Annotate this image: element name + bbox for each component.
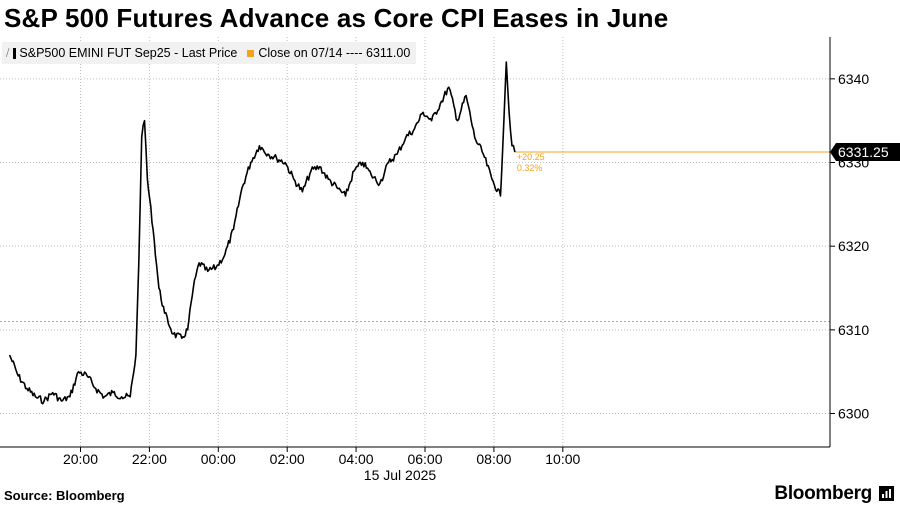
- source-note: Source: Bloomberg: [4, 488, 125, 503]
- x-tick-label: 20:00: [63, 451, 98, 467]
- x-tick-label: 08:00: [476, 451, 511, 467]
- x-tick-label: 04:00: [339, 451, 374, 467]
- y-tick-label: 6320: [838, 238, 869, 254]
- y-tick-label: 6310: [838, 322, 869, 338]
- legend: ⧸ S&P500 EMINI FUT Sep25 - Last Price Cl…: [2, 42, 417, 64]
- close-swatch: [247, 49, 255, 57]
- y-tick-label: 6340: [838, 71, 869, 87]
- price-line: [8, 61, 516, 405]
- last-value-tag: [830, 143, 900, 162]
- price-series: [8, 61, 516, 405]
- x-tick-label: 22:00: [132, 451, 167, 467]
- x-tick-label: 06:00: [407, 451, 442, 467]
- y-tick-label: 6300: [838, 406, 869, 422]
- bloomberg-logo: Bloomberg: [774, 483, 872, 504]
- x-axis-date-label: 15 Jul 2025: [363, 467, 437, 483]
- bloomberg-terminal-icon: [879, 486, 894, 501]
- chart-title: S&P 500 Futures Advance as Core CPI Ease…: [4, 3, 669, 33]
- legend-series-label: S&P500 EMINI FUT Sep25 - Last Price: [19, 46, 238, 60]
- axes: [0, 37, 835, 452]
- change-pct-label: 0.32%: [517, 163, 543, 173]
- last-value-label: 6331.25: [838, 144, 889, 160]
- axis-labels: 20:00 22:00 00:00 02:00 04:00 06:00 08:00 10:00…: [63, 71, 900, 467]
- series-swatch: [13, 47, 17, 59]
- grid-lines: [0, 37, 830, 447]
- legend-close-label: Close on 07/14 ---- 6311.00: [258, 46, 411, 60]
- close-reference-line: [0, 151, 830, 322]
- x-tick-label: 00:00: [201, 451, 236, 467]
- x-tick-label: 02:00: [270, 451, 305, 467]
- change-label: +20.25: [517, 152, 545, 162]
- pin-icon: ⧸: [6, 47, 10, 59]
- x-tick-label: 10:00: [545, 451, 580, 467]
